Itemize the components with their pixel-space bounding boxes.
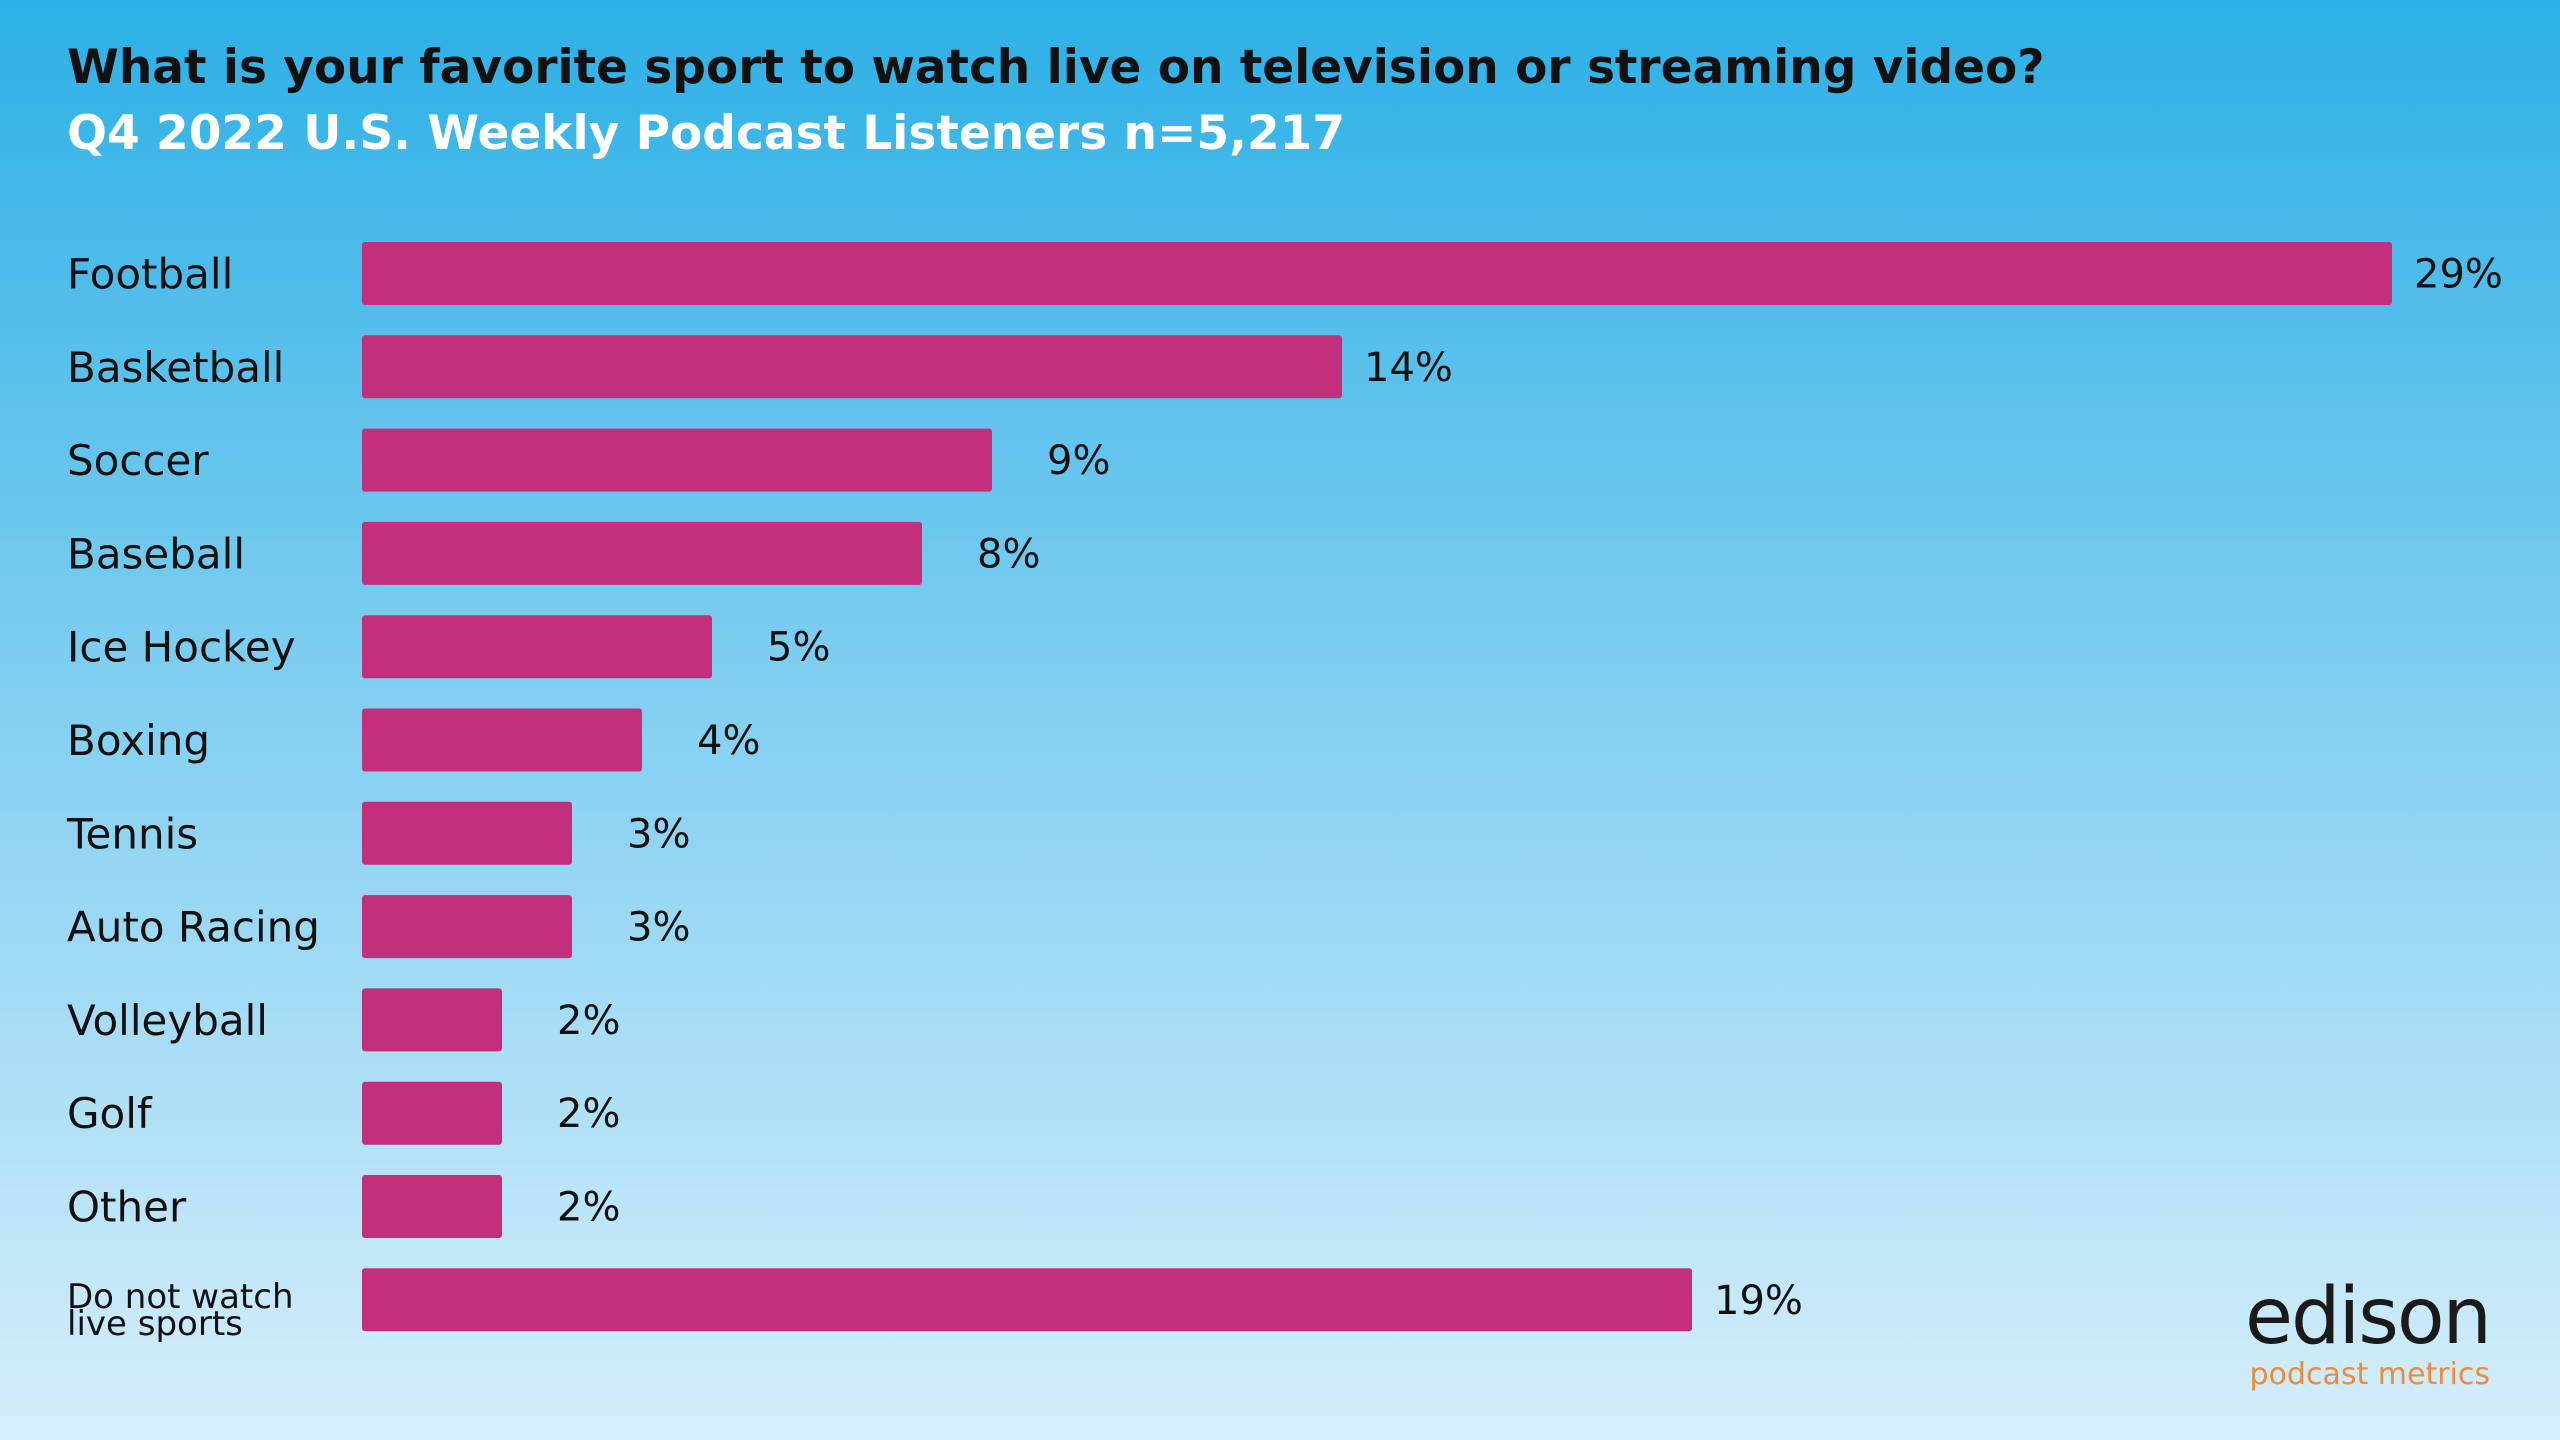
value-label: 2% xyxy=(557,998,620,1044)
category-label: Basketball xyxy=(67,343,284,392)
bar xyxy=(362,335,1342,399)
category-label: Ice Hockey xyxy=(67,623,296,672)
value-label: 4% xyxy=(697,718,760,764)
category-label: Volleyball xyxy=(67,996,268,1045)
value-label: 3% xyxy=(627,905,690,951)
chart-title: What is your favorite sport to watch liv… xyxy=(67,40,2045,95)
value-label: 2% xyxy=(557,1091,620,1137)
logo-tagline: podcast metrics xyxy=(2249,1357,2490,1392)
category-label: Football xyxy=(67,250,233,299)
value-label: 19% xyxy=(1714,1278,1803,1324)
value-label: 29% xyxy=(2414,252,2503,298)
bar xyxy=(362,1268,1692,1332)
category-label: Auto Racing xyxy=(67,903,320,952)
bar xyxy=(362,521,922,585)
bar xyxy=(362,708,642,772)
category-label: Golf xyxy=(67,1089,153,1138)
bar xyxy=(362,615,712,679)
value-label: 14% xyxy=(1364,345,1453,391)
bar xyxy=(362,242,2392,305)
value-label: 5% xyxy=(767,625,830,671)
value-label: 2% xyxy=(557,1185,620,1231)
bar xyxy=(362,988,502,1052)
bar xyxy=(362,1081,502,1145)
category-label: Tennis xyxy=(66,809,198,858)
value-label: 3% xyxy=(627,811,690,857)
category-label: Soccer xyxy=(67,436,209,485)
category-label: Other xyxy=(67,1183,187,1232)
edison-logo: edison podcast metrics xyxy=(2245,1272,2492,1392)
bar xyxy=(362,895,572,959)
category-label: Do not watch live sports xyxy=(67,1277,294,1344)
bar xyxy=(362,1175,502,1238)
chart-subtitle: Q4 2022 U.S. Weekly Podcast Listeners n=… xyxy=(67,106,1346,161)
bar xyxy=(362,801,572,865)
value-label: 8% xyxy=(977,531,1040,577)
category-label: Boxing xyxy=(67,716,210,765)
value-label: 9% xyxy=(1047,438,1110,484)
category-label: Baseball xyxy=(67,529,245,578)
logo-wordmark: edison xyxy=(2245,1272,2492,1362)
bar xyxy=(362,428,992,492)
